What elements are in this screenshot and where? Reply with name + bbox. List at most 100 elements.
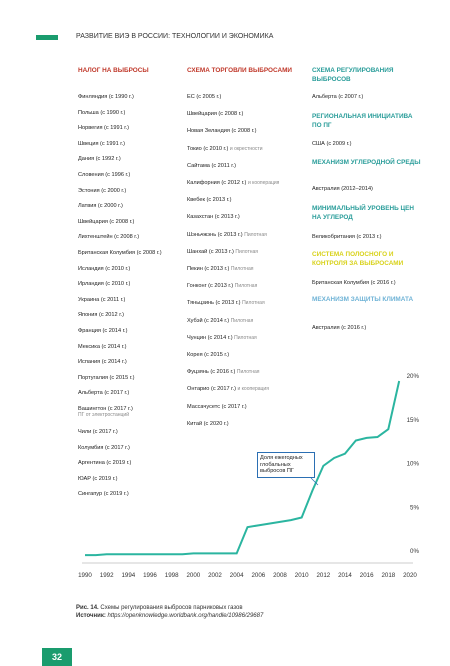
list-item: Австралия (2012–2014)	[312, 186, 432, 192]
item-note: Пилотная	[244, 231, 267, 238]
item-text: Сайтама (с 2011 г.)	[187, 162, 237, 169]
source-url: https://openknowledge.worldbank.org/hand…	[107, 613, 264, 619]
item-text: Польша (с 1990 г.)	[78, 109, 126, 116]
item-text: Швейцария (с 2008 г.)	[78, 218, 135, 225]
item-note: и кооперация	[237, 386, 269, 393]
item-text: Франция (с 2014 г.)	[78, 328, 128, 334]
item-text: ЮАР (с 2019 г.)	[78, 475, 118, 482]
list-item: Япония (с 2012 г.)	[78, 312, 198, 318]
list-item: Швейцария (с 2008 г.)	[78, 219, 198, 225]
list-item: Эстония (с 2000 г.)	[78, 188, 198, 194]
item-note: Пилотная	[242, 300, 265, 307]
item-text: Квебек (с 2013 г.)	[187, 197, 232, 204]
x-tick-label: 2020	[403, 572, 417, 579]
list-item: Великобритания (с 2013 г.)	[312, 234, 432, 240]
item-note: Пилотная	[230, 266, 254, 272]
list-item: Швеция (с 1991 г.)	[78, 141, 198, 147]
column-heading: СХЕМА ТОРГОВЛИ ВЫБРОСАМИ	[187, 67, 293, 74]
list-item: Массачусетс (с 2017 г.)	[187, 404, 307, 410]
item-text: Швеция (с 1991 г.)	[78, 140, 126, 147]
x-tick-label: 2012	[316, 572, 330, 579]
x-tick-label: 1994	[121, 572, 135, 579]
list-item: Фуцзянь (с 2016 г.) Пилотная	[187, 369, 307, 375]
list-item: Аргентина (с 2019 г.)	[78, 460, 198, 466]
x-tick-label: 2008	[273, 572, 287, 579]
item-text: Массачусетс (с 2017 г.)	[187, 403, 247, 410]
group-heading: МЕХАНИЗМ ЗАЩИТЫ КЛИМАТА	[312, 296, 414, 303]
column-heading: НАЛОГ НА ВЫБРОСЫ	[78, 67, 149, 74]
group-heading: МИНИМАЛЬНЫЙ УРОВЕНЬ ЦЕН НА УГЛЕРОД	[312, 205, 414, 221]
caption-label: Рис. 14.	[76, 605, 99, 611]
item-text: Швейцария (с 2008 г.)	[187, 111, 244, 118]
item-text: Китай (с 2020 г.)	[187, 420, 229, 427]
group-heading: МЕХАНИЗМ УГЛЕРОДНОЙ СРЕДЫ	[312, 159, 421, 166]
x-tick-label: 2018	[381, 572, 395, 579]
list-item: Польша (с 1990 г.)	[78, 110, 198, 116]
list-item: Украина (с 2011 г.)	[78, 297, 198, 303]
item-text: Сингапур (с 2019 г.)	[78, 491, 129, 498]
item-text: Альберта (с 2007 г.)	[312, 94, 364, 100]
item-text: Испания (с 2014 г.)	[78, 359, 127, 366]
item-text: Колумбия (с 2017 г.)	[78, 444, 130, 451]
list-item: Колумбия (с 2017 г.)	[78, 445, 198, 451]
list-item: Гонконг (с 2013 г.) Пилотная	[187, 283, 307, 289]
list-item: Швейцария (с 2008 г.)	[187, 111, 307, 117]
item-text: Казахстан (с 2013 г.)	[187, 214, 240, 221]
list-item: Калифорния (с 2012 г.) и кооперация	[187, 180, 307, 186]
list-item: Сингапур (с 2019 г.)	[78, 491, 198, 497]
y-tick-label: 5%	[410, 504, 419, 511]
list-item: США (с 2009 г.)	[312, 141, 432, 147]
item-text: Украина (с 2011 г.)	[78, 296, 126, 303]
list-item: Ирландия (с 2010 г.)	[78, 281, 198, 287]
list-item: Онтарио (с 2017 г.) и кооперация	[187, 386, 307, 392]
list-item: ЮАР (с 2019 г.)	[78, 476, 198, 482]
item-text: Финляндия (с 1990 г.)	[78, 94, 134, 100]
list-item: ЕС (с 2005 г.)	[187, 94, 307, 100]
item-text: Эстония (с 2000 г.)	[78, 187, 127, 194]
list-item: Токио (с 2010 г.) и окрестности	[187, 146, 307, 152]
item-text: Вашингтон (с 2017 г.)	[78, 406, 133, 412]
source-label: Источник:	[76, 613, 106, 619]
item-text: Латвия (с 2000 г.)	[78, 203, 123, 210]
item-note: Пилотная	[234, 283, 258, 290]
caption: Рис. 14. Схемы регулирования выбросов па…	[76, 604, 396, 620]
x-tick-label: 1998	[165, 572, 179, 579]
item-text: Ирландия (с 2010 г.)	[78, 281, 131, 288]
x-tick-label: 2002	[208, 572, 222, 579]
item-note: ПГ от электростанций	[78, 412, 130, 418]
item-note: Пилотная	[235, 248, 258, 255]
list-item: Китай (с 2020 г.)	[187, 421, 307, 427]
list-item: Корея (с 2015 г.)	[187, 352, 307, 358]
x-tick-label: 1992	[100, 572, 114, 579]
list-item: Шэньчжэнь (с 2013 г.) Пилотная	[187, 232, 307, 238]
x-tick-label: 2016	[360, 572, 374, 579]
item-text: Токио (с 2010 г.)	[187, 145, 229, 152]
item-note: и кооперация	[247, 180, 280, 186]
item-note: и окрестности	[229, 145, 263, 152]
item-text: Шэньчжэнь (с 2013 г.)	[187, 231, 243, 238]
item-text: Япония (с 2012 г.)	[78, 312, 124, 319]
item-note: Пилотная	[236, 369, 260, 376]
y-tick-label: 20%	[407, 373, 420, 380]
y-tick-label: 10%	[407, 461, 420, 468]
list-item: Испания (с 2014 г.)	[78, 359, 198, 365]
y-tick-label: 15%	[407, 417, 420, 424]
page-number: 32	[42, 648, 72, 666]
list-item: Квебек (с 2013 г.)	[187, 197, 307, 203]
item-text: Фуцзянь (с 2016 г.)	[187, 369, 236, 376]
item-text: Мексика (с 2014 г.)	[78, 343, 127, 350]
item-text: Новая Зеландия (с 2008 г.)	[187, 128, 257, 135]
list-item: Вашингтон (с 2017 г.) ПГ от электростанци…	[78, 406, 198, 418]
x-tick-label: 2010	[295, 572, 309, 579]
x-tick-label: 2006	[251, 572, 265, 579]
list-item: Исландия (с 2010 г.)	[78, 266, 198, 272]
list-item: Альберта (с 2017 г.)	[78, 390, 198, 396]
list-item: Франция (с 2014 г.)	[78, 328, 198, 334]
item-text: Британская Колумбия (с 2016 г.)	[312, 280, 396, 286]
group-heading: СХЕМА РЕГУЛИРОВАНИЯ ВЫБРОСОВ	[312, 67, 394, 83]
item-note: Пилотная	[230, 317, 254, 324]
list-item: Чунцин (с 2014 г.) Пилотная	[187, 335, 307, 341]
group-heading: СИСТЕМА ПОЛОСНОГО И КОНТРОЛЯ ЗА ВЫБРОСАМ…	[312, 251, 404, 267]
item-text: Лихтенштейн (с 2008 г.)	[78, 234, 140, 241]
